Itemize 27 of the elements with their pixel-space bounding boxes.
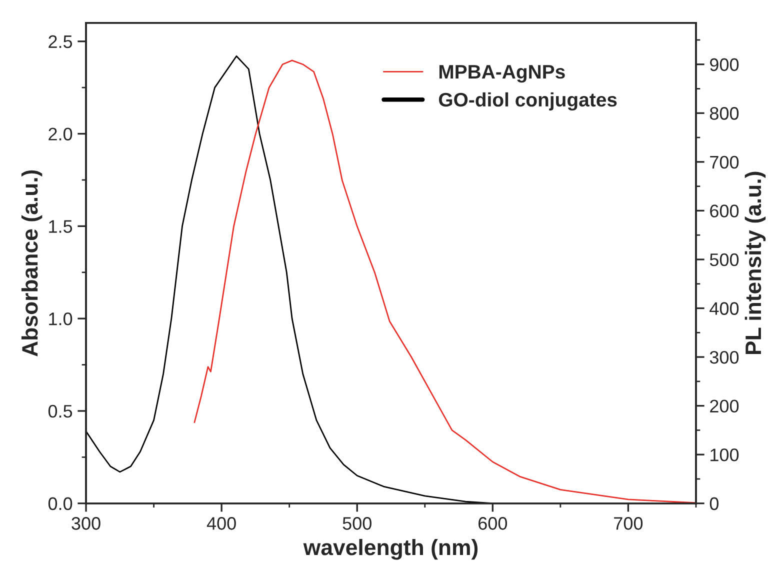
x-tick-label: 300 bbox=[72, 517, 100, 530]
x-axis-title: wavelength (nm) bbox=[303, 538, 478, 560]
y-axis-title: Absorbance (a.u.) bbox=[21, 170, 42, 356]
y2-tick-label: 100 bbox=[710, 448, 739, 462]
x-tick-label: 700 bbox=[614, 517, 643, 530]
legend-label: GO-diol conjugates bbox=[438, 92, 617, 111]
y2-tick-label: 600 bbox=[710, 204, 739, 218]
y-tick-label: 2.0 bbox=[48, 128, 72, 140]
y2-tick-label: 300 bbox=[710, 350, 739, 364]
y-tick-label: 1.5 bbox=[49, 220, 72, 233]
legend-label: MPBA-AgNPs bbox=[439, 65, 565, 83]
line-series bbox=[194, 60, 696, 504]
x-tick-label: 400 bbox=[206, 517, 236, 530]
y2-tick-label: 500 bbox=[710, 253, 739, 266]
x-tick-label: 500 bbox=[342, 517, 372, 530]
y-tick-label: 2.5 bbox=[48, 35, 72, 48]
y2-tick-label: 200 bbox=[710, 400, 739, 413]
y2-tick-label: 400 bbox=[710, 302, 739, 315]
y2-tick-label: 700 bbox=[710, 156, 739, 169]
y2-tick-label: 800 bbox=[710, 107, 739, 120]
y-tick-label: 0.5 bbox=[48, 404, 72, 418]
y2-axis-title: PL intensity (a.u.) bbox=[744, 172, 766, 354]
y2-tick-label: 900 bbox=[710, 58, 739, 72]
y-tick-label: 0.0 bbox=[48, 497, 72, 510]
x-tick-label: 600 bbox=[478, 517, 508, 530]
y-tick-label: 1.0 bbox=[49, 312, 72, 326]
y2-tick-label: 0 bbox=[710, 497, 719, 510]
